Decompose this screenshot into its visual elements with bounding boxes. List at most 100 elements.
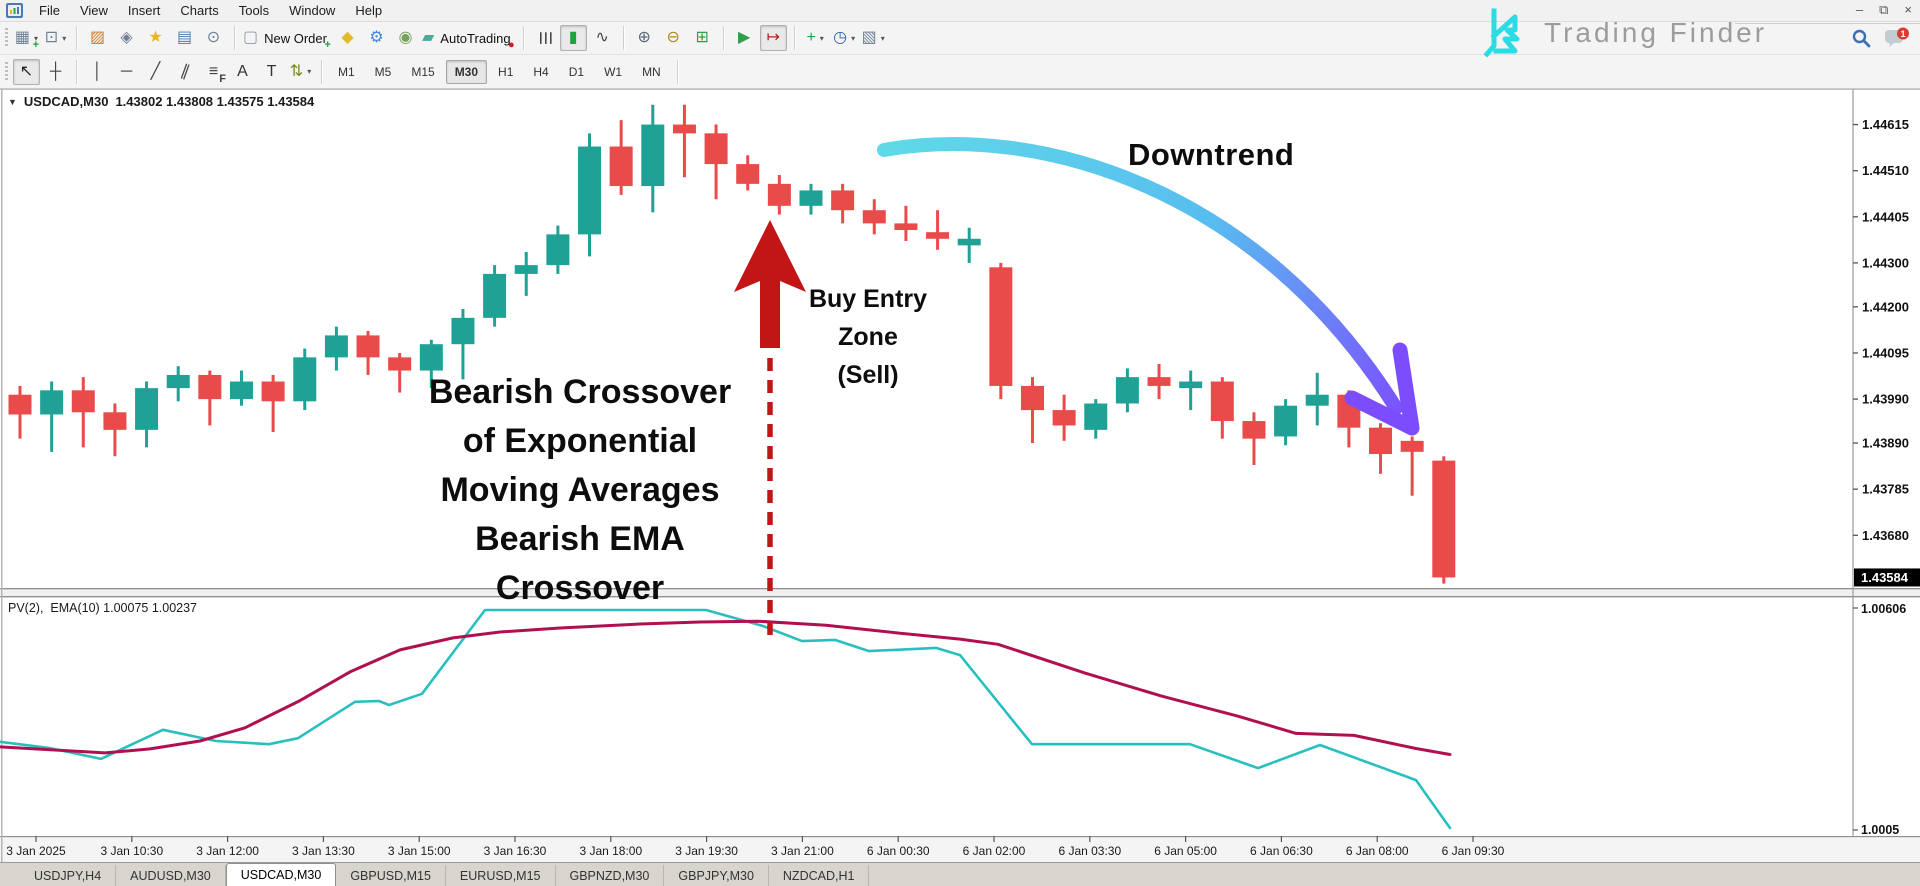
toolbar-grip[interactable] — [5, 61, 8, 82]
chevron-down-icon[interactable]: ▾ — [851, 33, 856, 43]
tab-usdcad-m30[interactable]: USDCAD,M30 — [225, 863, 337, 886]
restore-button[interactable]: ⧉ — [1879, 2, 1889, 17]
chevron-down-icon[interactable]: ▾ — [62, 33, 67, 43]
chart-shift-button[interactable]: ↦ — [759, 25, 787, 51]
candle — [546, 234, 570, 266]
timeframe-m1[interactable]: M1 — [338, 64, 355, 79]
toolbar-separator — [321, 59, 322, 84]
auto-scroll-button[interactable]: ▶ — [731, 25, 758, 51]
menu-view[interactable]: View — [79, 2, 108, 18]
chevron-down-icon[interactable]: ▾ — [819, 33, 824, 43]
text-icon: A — [237, 62, 248, 80]
close-button[interactable]: × — [1904, 2, 1912, 17]
profiles-button[interactable]: ⊡ ▾ — [42, 25, 69, 51]
candle — [989, 267, 1013, 386]
navigator-button[interactable]: ★ — [142, 25, 169, 51]
toolbar-separator — [676, 59, 678, 84]
bar-chart-button[interactable]: ☰ — [531, 25, 558, 51]
experts-icon: ⚙ — [369, 29, 384, 46]
market-watch-button[interactable]: ▨ — [84, 25, 111, 51]
chevron-down-icon[interactable]: ▾ — [34, 33, 39, 43]
timeframe-m15[interactable]: M15 — [411, 64, 435, 79]
chevron-down-icon[interactable]: ▾ — [880, 33, 885, 43]
candle — [166, 374, 190, 389]
menu-charts[interactable]: Charts — [180, 2, 219, 18]
text-button[interactable]: A — [229, 59, 256, 85]
candle — [1020, 385, 1044, 411]
crosshair-button[interactable]: ┼ — [42, 59, 69, 85]
bearish-crossover-label: Bearish Crossover of Exponential Moving Av… — [375, 368, 785, 613]
notifications-button[interactable]: ◉ — [392, 25, 419, 51]
zoom-out-button[interactable]: ⊖ — [660, 25, 687, 51]
text-label-button[interactable]: T — [258, 59, 285, 85]
tab-nzdcad-h1[interactable]: NZDCAD,H1 — [769, 865, 870, 886]
chart-area[interactable] — [0, 89, 1920, 862]
autotrading-button[interactable]: ▰ ● AutoTrading — [421, 25, 516, 51]
downtrend-arrow-icon — [877, 137, 1403, 415]
vertical-line-button[interactable]: │ — [84, 59, 111, 85]
menu-tools[interactable]: Tools — [238, 2, 270, 18]
indicators-button[interactable]: + ▾ — [802, 25, 829, 51]
timeframe-m5[interactable]: M5 — [374, 64, 392, 79]
tile-windows-button[interactable]: ⊞ — [689, 25, 716, 51]
tab-gbpnzd-m30[interactable]: GBPNZD,M30 — [556, 865, 665, 886]
candlestick-chart-button[interactable]: ▮ — [559, 25, 587, 51]
periods-button[interactable]: ◷ ▾ — [831, 25, 858, 51]
price-tick-label: 1.43990 — [1862, 392, 1909, 407]
trendline-button[interactable]: ╱ — [142, 59, 169, 85]
candle — [103, 412, 127, 430]
candle — [957, 238, 981, 246]
channel-button[interactable]: ∥ — [171, 59, 198, 85]
tab-usdjpy-h4[interactable]: USDJPY,H4 — [20, 865, 117, 886]
menu-help[interactable]: Help — [355, 2, 383, 18]
search-icon[interactable] — [1851, 28, 1872, 49]
time-tick-label: 6 Jan 02:00 — [963, 844, 1026, 858]
timeframe-mn[interactable]: MN — [642, 64, 661, 79]
tab-audusd-m30[interactable]: AUDUSD,M30 — [116, 865, 226, 886]
tab-eurusd-m15[interactable]: EURUSD,M15 — [446, 865, 556, 886]
toolbar-separator — [76, 26, 77, 50]
line-chart-button[interactable]: ∿ — [589, 25, 616, 51]
tab-gbpjpy-m30[interactable]: GBPJPY,M30 — [664, 865, 769, 886]
chart-ohlc-values: 1.43802 1.43808 1.43575 1.43584 — [115, 94, 315, 109]
text-label-icon: T — [266, 62, 277, 80]
candle — [1242, 421, 1266, 439]
templates-button[interactable]: ▧ ▾ — [860, 25, 887, 51]
menu-window[interactable]: Window — [289, 2, 336, 18]
tab-gbpusd-m15[interactable]: GBPUSD,M15 — [336, 865, 446, 886]
candle — [451, 317, 475, 345]
data-window-button[interactable]: ◈ — [113, 25, 140, 51]
timeframe-w1[interactable]: W1 — [604, 64, 623, 79]
collapse-arrow-icon[interactable]: ▼ — [8, 96, 17, 107]
time-tick-label: 3 Jan 18:00 — [579, 844, 642, 858]
arrows-button[interactable]: ⇅ ▾ — [287, 59, 314, 85]
menu-insert[interactable]: Insert — [127, 2, 161, 18]
menu-file[interactable]: File — [39, 2, 60, 18]
new-chart-button[interactable]: ▦ + ▾ — [13, 25, 40, 51]
timeframe-d1[interactable]: D1 — [568, 64, 585, 79]
new-order-button[interactable]: ▢ + New Order — [242, 25, 332, 51]
cursor-button[interactable]: ↖ — [13, 58, 40, 85]
timeframe-h4[interactable]: H4 — [533, 64, 549, 79]
bearish-crossover-line: Bearish Crossover — [428, 373, 732, 411]
timeframe-m30[interactable]: M30 — [445, 59, 488, 84]
metaeditor-button[interactable]: ◆ — [334, 25, 361, 51]
chat-icon[interactable]: 1 — [1884, 27, 1910, 49]
terminal-button[interactable]: ▤ — [171, 25, 198, 51]
zoom-in-button[interactable]: ⊕ — [631, 25, 658, 51]
timeframe-h1[interactable]: H1 — [498, 64, 514, 79]
strategy-tester-button[interactable]: ⊙ — [200, 25, 227, 51]
candle — [388, 357, 412, 371]
candle — [261, 381, 285, 402]
minimize-button[interactable]: – — [1855, 2, 1864, 17]
candle — [609, 146, 633, 187]
periods-icon: ◷ — [833, 29, 848, 46]
experts-button[interactable]: ⚙ — [363, 25, 390, 51]
candle — [1084, 403, 1108, 430]
chrome-separator — [1735, 23, 1920, 24]
horizontal-line-button[interactable]: ─ — [113, 59, 140, 85]
chevron-down-icon[interactable]: ▾ — [307, 67, 312, 76]
fibonacci-button[interactable]: ≡ F — [200, 59, 227, 85]
price-tick-label: 1.44300 — [1862, 255, 1909, 270]
toolbar-grip[interactable] — [5, 28, 8, 48]
